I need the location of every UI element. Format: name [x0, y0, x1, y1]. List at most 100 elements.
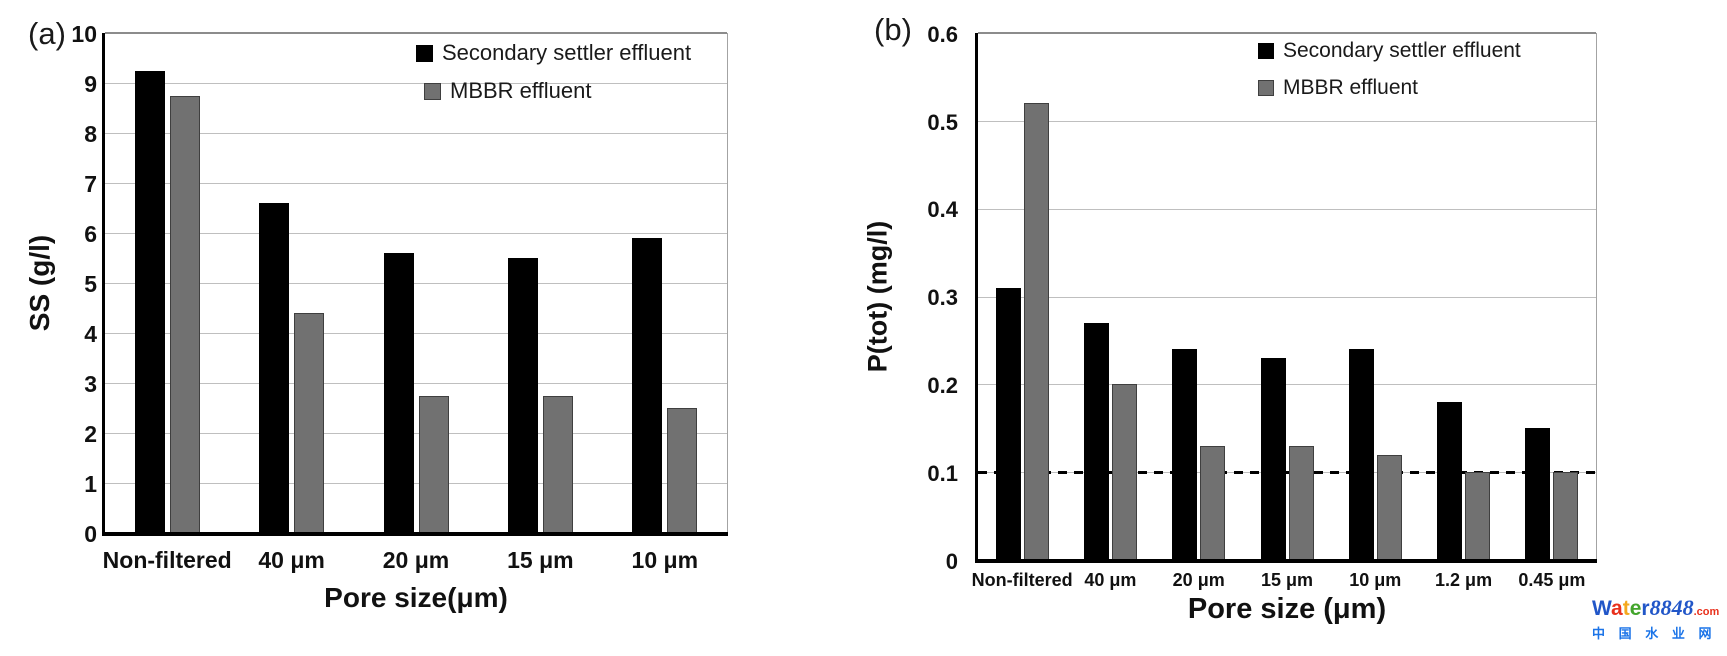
- gridline: [105, 283, 727, 284]
- bar-b-15 μm-series2: [1289, 445, 1314, 560]
- y-tick-label: 1: [84, 471, 97, 498]
- x-tick-label: 20 μm: [382, 547, 450, 573]
- x-axis-line: [975, 559, 1597, 563]
- bar-b-0.45 μm-series2: [1553, 472, 1578, 560]
- bar-b-20 μm-series2: [1200, 445, 1225, 560]
- legend-label: MBBR effluent: [450, 78, 592, 103]
- x-tick-label: Non-filtered: [102, 547, 232, 573]
- panel-label-b: (b): [874, 12, 912, 47]
- watermark-letter: a: [1611, 597, 1623, 620]
- bar-a-Non-filtered-series1: [135, 70, 165, 533]
- legend-swatch-black: [416, 44, 433, 62]
- watermark-letter: t: [1622, 597, 1630, 620]
- plot-top-border: [978, 32, 1596, 34]
- y-tick-label: 0: [84, 521, 97, 548]
- x-tick-label: 20 μm: [1172, 570, 1225, 590]
- bar-a-Non-filtered-series2: [170, 95, 200, 533]
- bar-b-10 μm-series2: [1377, 454, 1402, 560]
- panel-label-a: (a): [28, 16, 66, 51]
- y-tick-label: 0.1: [927, 460, 958, 486]
- y-tick-label: 8: [84, 121, 97, 148]
- x-tick-label: 15 μm: [507, 547, 574, 573]
- bar-b-Non-filtered-series2: [1024, 103, 1049, 560]
- legend-row: MBBR effluent: [1258, 77, 1418, 98]
- legend-row: MBBR effluent: [424, 80, 591, 102]
- bar-b-Non-filtered-series1: [996, 287, 1021, 560]
- gridline: [105, 233, 727, 234]
- bar-a-20 μm-series2: [419, 395, 449, 533]
- y-tick-label: 5: [84, 271, 97, 298]
- bar-a-10 μm-series2: [667, 408, 697, 533]
- y-tick-label: 0.2: [927, 373, 958, 399]
- y-axis-title: P(tot) (mg/l): [862, 220, 893, 373]
- watermark-letter: r: [1641, 597, 1650, 620]
- y-tick-label: 0.4: [927, 197, 958, 223]
- gridline: [978, 120, 1596, 122]
- bar-b-1.2 μm-series2: [1465, 472, 1490, 560]
- gridline: [105, 483, 727, 484]
- bar-b-40 μm-series1: [1084, 322, 1109, 560]
- bar-b-10 μm-series1: [1349, 349, 1374, 560]
- plot-right-border: [727, 33, 728, 533]
- bar-b-40 μm-series2: [1112, 384, 1137, 560]
- x-tick-label: Non-filtered: [971, 570, 1073, 590]
- reference-line: [978, 471, 1596, 475]
- gridline: [105, 133, 727, 134]
- legend-swatch-gray: [1258, 79, 1274, 96]
- x-tick-label: 10 μm: [1349, 570, 1402, 590]
- x-tick-label: 1.2 μm: [1435, 570, 1493, 590]
- legend-row: Secondary settler effluent: [416, 42, 691, 64]
- bar-b-1.2 μm-series1: [1437, 401, 1462, 560]
- gridline: [105, 433, 727, 434]
- x-axis-title: Pore size (μm): [1187, 593, 1387, 625]
- bar-b-20 μm-series1: [1172, 349, 1197, 560]
- y-tick-label: 0: [945, 548, 958, 574]
- gridline: [978, 208, 1596, 210]
- watermark-letter: W: [1592, 597, 1612, 620]
- watermark-letter: e: [1629, 597, 1642, 620]
- y-tick-label: 6: [84, 221, 97, 248]
- y-tick-label: 4: [84, 321, 97, 348]
- bar-a-15 μm-series2: [543, 395, 573, 533]
- legend-label: MBBR effluent: [1283, 76, 1419, 99]
- watermark-brand-letters: Water: [1592, 597, 1650, 620]
- legend-swatch-gray: [424, 82, 441, 100]
- y-axis-line: [975, 33, 978, 562]
- legend-swatch-black: [1258, 42, 1274, 59]
- chart-a-suspended-solids: (a) Non-filtered 40 μm 20 μm 15 μm 10 μm 0 1 2 3 4…: [0, 0, 780, 656]
- bar-b-15 μm-series1: [1261, 357, 1286, 560]
- gridline: [978, 384, 1596, 386]
- bar-a-40 μm-series1: [259, 203, 289, 533]
- gridline: [105, 83, 727, 84]
- y-axis-line: [102, 33, 105, 535]
- watermark-brand-number: 8848: [1649, 595, 1694, 620]
- plot-top-border: [105, 32, 727, 34]
- y-tick-label: 0.6: [927, 21, 958, 47]
- bar-a-10 μm-series1: [632, 238, 662, 533]
- gridline: [105, 183, 727, 184]
- plot-right-border: [1596, 33, 1597, 560]
- gridline: [105, 383, 727, 384]
- y-tick-label: 3: [84, 371, 97, 398]
- bar-a-40 μm-series2: [294, 313, 324, 533]
- x-tick-label: 40 μm: [1084, 570, 1137, 590]
- bar-a-20 μm-series1: [384, 253, 414, 533]
- x-tick-label: 0.45 μm: [1518, 570, 1586, 590]
- watermark-subtitle: 中 国 水 业 网: [1592, 626, 1717, 641]
- y-tick-label: 0.3: [927, 285, 958, 311]
- gridline: [105, 333, 727, 334]
- watermark-brand: Water8848.com: [1592, 595, 1719, 620]
- x-tick-label: 10 μm: [631, 547, 699, 573]
- x-tick-label: 40 μm: [258, 547, 325, 573]
- legend-row: Secondary settler effluent: [1258, 40, 1521, 61]
- x-axis-title: Pore size(μm): [324, 582, 508, 613]
- y-tick-label: 0.5: [927, 109, 958, 135]
- gridline: [978, 296, 1596, 298]
- watermark: Water8848.com 中 国 水 业 网: [1592, 597, 1719, 642]
- legend-label: Secondary settler effluent: [442, 40, 692, 65]
- y-tick-label: 2: [84, 421, 97, 448]
- x-axis-line: [102, 532, 728, 536]
- y-tick-label: 7: [84, 171, 97, 198]
